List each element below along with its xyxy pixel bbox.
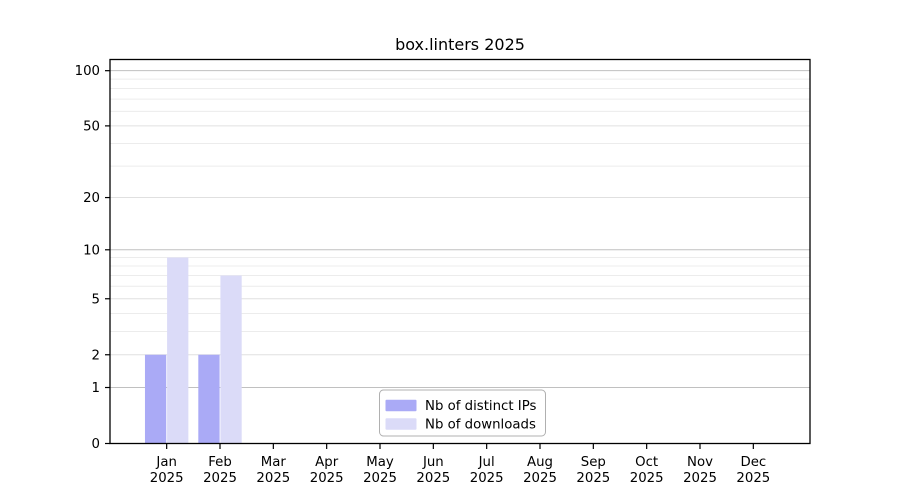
legend-box [379,389,546,437]
x-tick-label-may: May [366,455,394,470]
bar-nb-of-downloads-jan [167,257,189,444]
legend-swatch-nb-of-downloads [385,418,417,430]
x-tick-label-jun: Jun [422,455,444,470]
x-tick-year-jun: 2025 [416,471,450,486]
bar-nb-of-distinct-ips-feb [198,354,220,444]
x-tick-label-apr: Apr [315,455,339,470]
x-tick-label-mar: Mar [261,455,287,470]
x-tick-year-oct: 2025 [630,471,664,486]
bar-nb-of-downloads-feb [220,275,242,444]
x-tick-label-dec: Dec [740,455,766,470]
x-tick-year-mar: 2025 [256,471,290,486]
plot-border [109,58,811,445]
x-tick-label-jul: Jul [478,455,495,470]
x-tick-label-sep: Sep [581,455,606,470]
x-tick-year-dec: 2025 [736,471,770,486]
y-tick-label-10: 10 [83,243,100,258]
y-tick-label-2: 2 [92,348,100,363]
chart-title: box.linters 2025 [395,35,525,54]
x-tick-year-apr: 2025 [310,471,344,486]
y-tick-label-20: 20 [83,191,100,206]
y-tick-label-0: 0 [92,437,100,452]
x-tick-label-aug: Aug [527,455,553,470]
legend-label-nb-of-distinct-ips: Nb of distinct IPs [425,399,537,414]
x-tick-year-sep: 2025 [576,471,610,486]
x-tick-label-feb: Feb [208,455,232,470]
y-tick-label-50: 50 [83,119,100,134]
x-tick-label-oct: Oct [635,455,658,470]
x-tick-year-aug: 2025 [523,471,557,486]
x-tick-year-nov: 2025 [683,471,717,486]
legend-label-nb-of-downloads: Nb of downloads [425,418,536,433]
x-tick-label-jan: Jan [155,455,177,470]
x-tick-year-may: 2025 [363,471,397,486]
y-tick-label-100: 100 [75,64,100,79]
x-tick-label-nov: Nov [687,455,713,470]
y-tick-label-1: 1 [92,381,100,396]
x-tick-year-feb: 2025 [203,471,237,486]
legend-swatch-nb-of-distinct-ips [385,399,417,412]
x-tick-year-jan: 2025 [150,471,184,486]
bar-nb-of-distinct-ips-jan [144,354,167,444]
y-tick-label-5: 5 [92,292,100,307]
x-tick-year-jul: 2025 [470,471,504,486]
